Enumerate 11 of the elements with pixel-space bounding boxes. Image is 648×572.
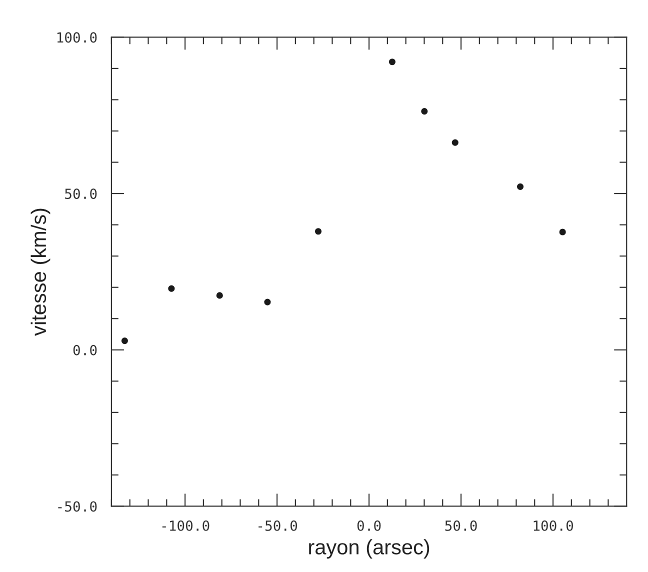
x-axis-title: rayon (arsec)	[309, 539, 430, 559]
y-tick-label: 50.0	[65, 188, 97, 200]
y-axis-title: vitesse (km/s)	[30, 208, 50, 336]
y-tick-label: 100.0	[57, 32, 97, 43]
y-tick-label: 0.0	[73, 344, 97, 356]
y-tick-label: -50.0	[58, 501, 97, 512]
x-tick-label: -50.0	[258, 520, 298, 531]
x-tick-label: 100.0	[534, 520, 574, 531]
x-tick-label: -100.0	[162, 520, 210, 531]
x-tick-label: 50.0	[445, 520, 477, 531]
x-tick-label: 0.0	[357, 520, 381, 531]
